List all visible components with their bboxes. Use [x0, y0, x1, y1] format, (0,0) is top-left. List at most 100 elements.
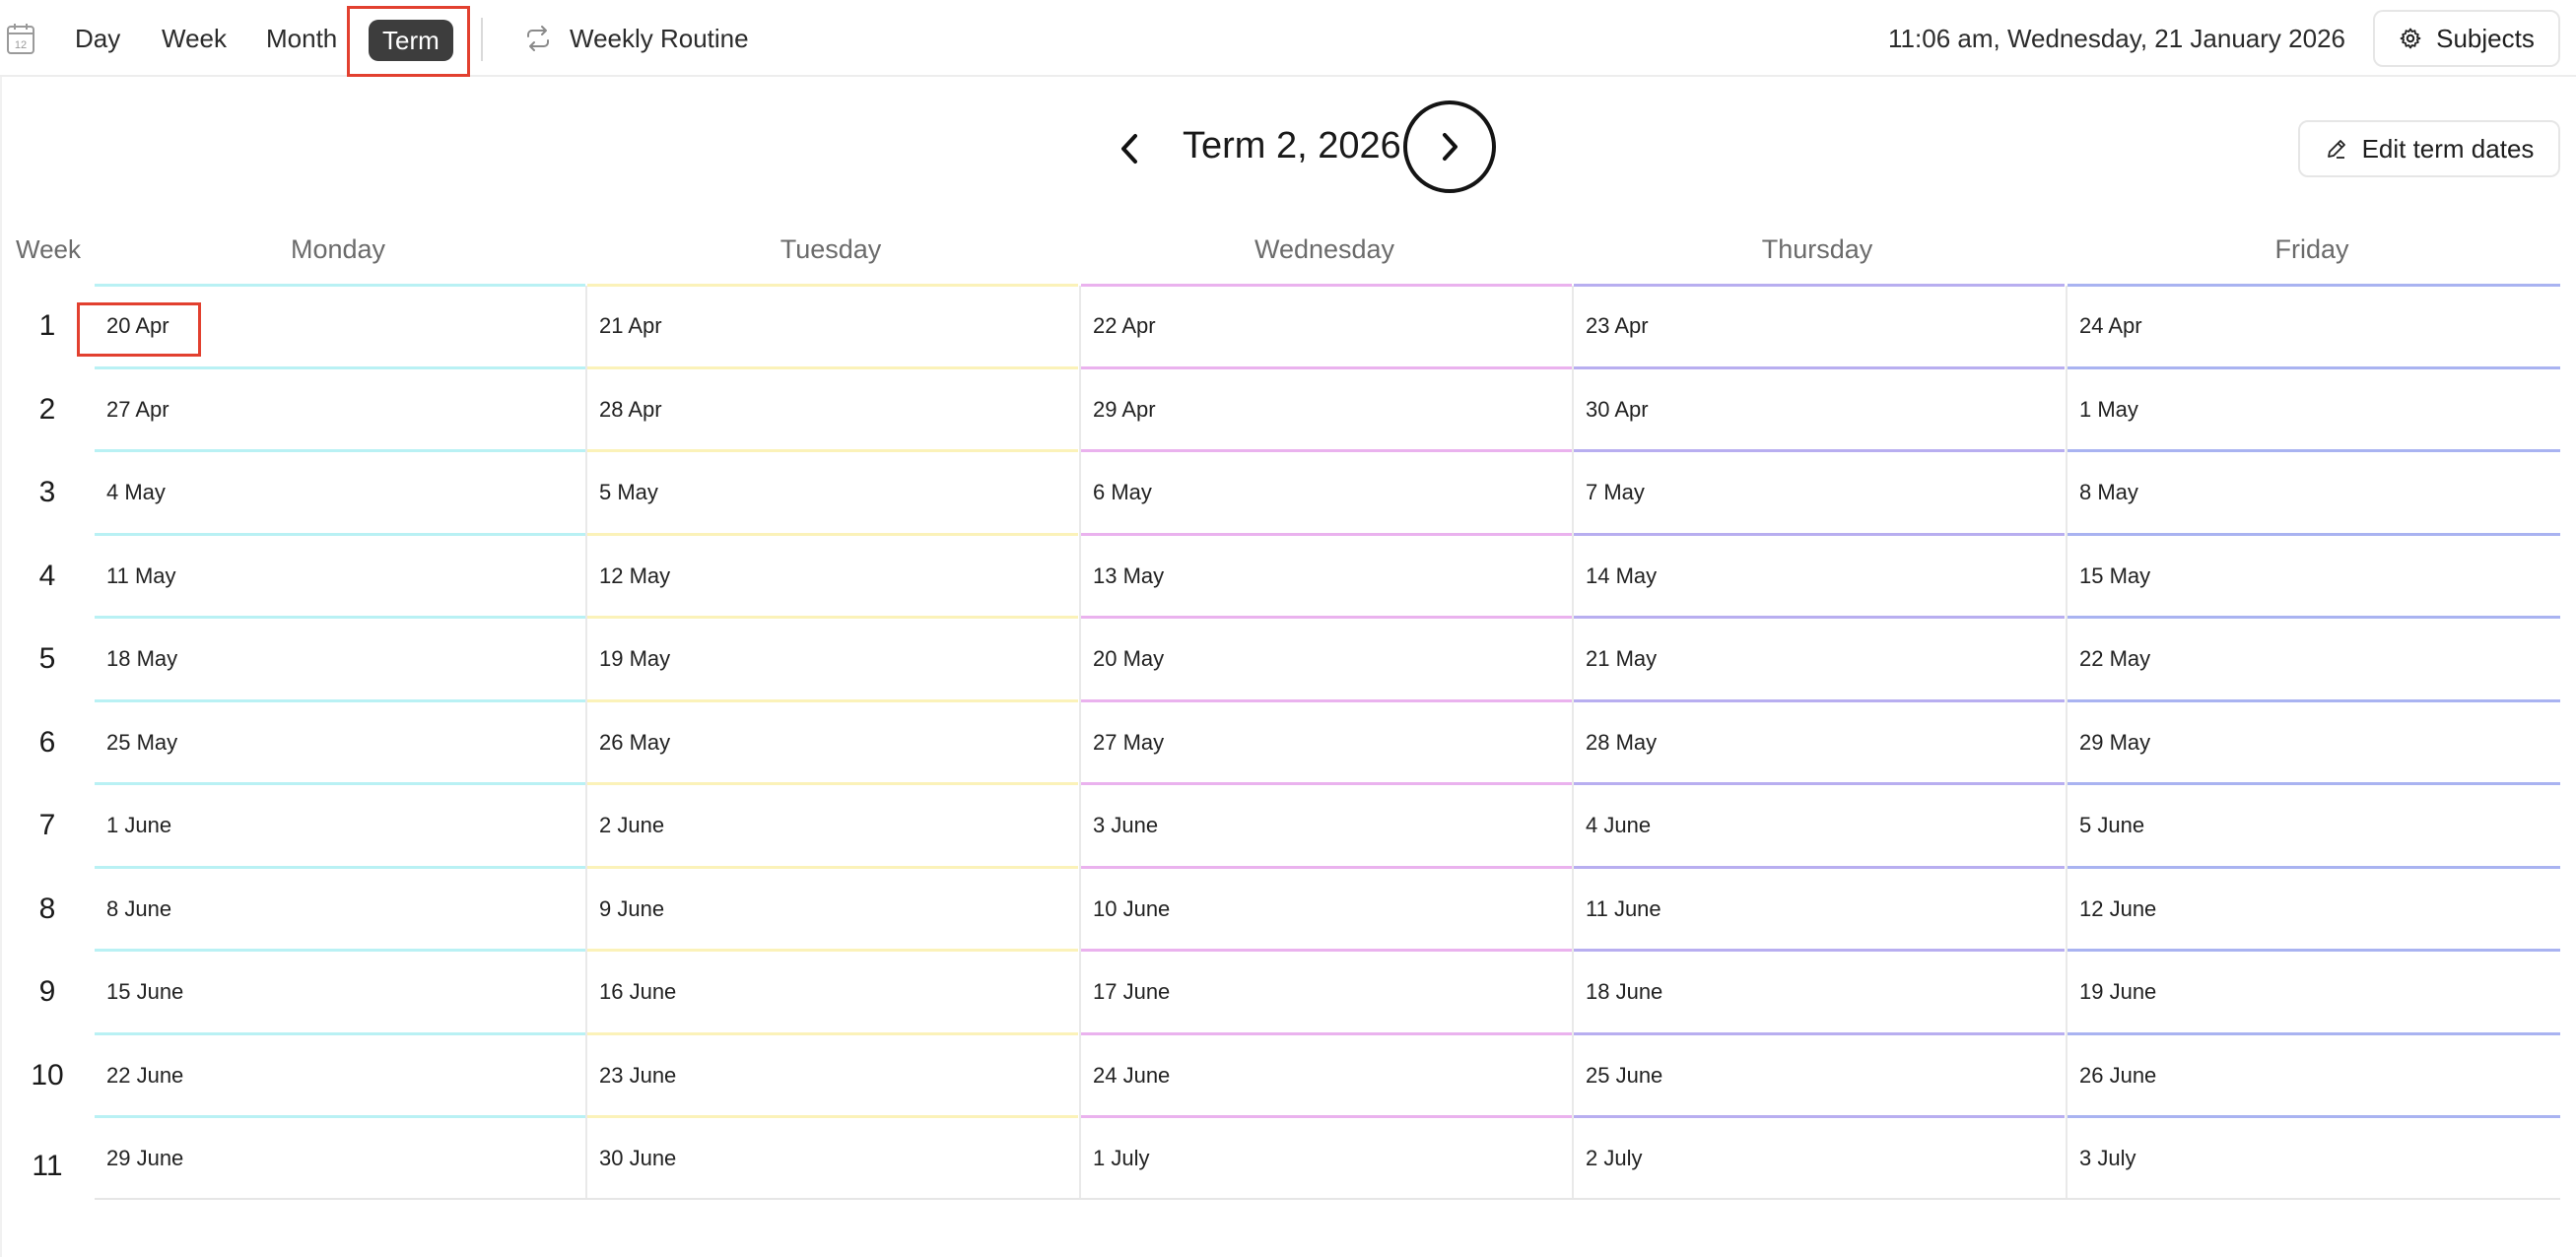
toolbar-divider	[481, 18, 483, 61]
day-cell[interactable]: 27 May	[1081, 702, 1572, 785]
day-cell-date: 26 May	[599, 729, 671, 755]
day-cell-date: 22 Apr	[1093, 313, 1156, 338]
day-cell-date: 25 June	[1586, 1062, 1663, 1088]
day-cell[interactable]: 26 June	[2068, 1035, 2560, 1118]
day-cell[interactable]: 4 May	[95, 452, 585, 536]
subjects-label: Subjects	[2436, 23, 2535, 53]
day-cell[interactable]: 21 Apr	[587, 286, 1078, 369]
day-cell[interactable]: 10 June	[1081, 869, 1572, 952]
edit-term-dates-label: Edit term dates	[2361, 133, 2535, 164]
day-cell-date: 4 June	[1586, 813, 1652, 837]
day-cell-date: 12 June	[2079, 895, 2157, 921]
tab-term[interactable]: Term	[369, 20, 453, 61]
day-cell-date: 3 June	[1093, 813, 1159, 837]
day-cell[interactable]: 7 May	[1574, 452, 2065, 536]
day-cell[interactable]: 11 June	[1574, 869, 2065, 952]
day-cell[interactable]: 25 May	[95, 702, 585, 785]
day-cell-date: 20 Apr	[106, 313, 169, 338]
next-term-button[interactable]	[1403, 100, 1496, 193]
day-cell[interactable]: 11 May	[95, 536, 585, 619]
day-cell[interactable]: 30 June	[587, 1118, 1078, 1202]
day-cell[interactable]: 12 May	[587, 536, 1078, 619]
day-cell[interactable]: 1 June	[95, 785, 585, 869]
day-cell[interactable]: 23 June	[587, 1035, 1078, 1118]
day-cell-date: 19 May	[599, 646, 671, 671]
subjects-button[interactable]: Subjects	[2373, 10, 2560, 67]
day-cell[interactable]: 25 June	[1574, 1035, 2065, 1118]
day-cell[interactable]: 19 May	[587, 619, 1078, 702]
day-cell[interactable]: 29 Apr	[1081, 369, 1572, 452]
week-number: 11	[32, 1150, 63, 1182]
day-cell[interactable]: 1 July	[1081, 1118, 1572, 1202]
day-cell[interactable]: 22 May	[2068, 619, 2560, 702]
previous-term-button[interactable]	[1110, 124, 1151, 173]
day-cell[interactable]: 8 June	[95, 869, 585, 952]
day-cell-date: 27 Apr	[106, 396, 169, 422]
calendar-icon[interactable]: 12	[6, 22, 35, 55]
day-cell[interactable]: 15 May	[2068, 536, 2560, 619]
day-header-wednesday: Wednesday	[1254, 234, 1395, 264]
day-cell[interactable]: 29 June	[95, 1118, 585, 1202]
week-number: 4	[38, 559, 56, 592]
day-cell-date: 29 May	[2079, 729, 2151, 755]
day-cell-date: 23 Apr	[1586, 313, 1649, 338]
week-number: 8	[38, 892, 56, 925]
day-cell[interactable]: 3 June	[1081, 785, 1572, 869]
day-cell[interactable]: 27 Apr	[95, 369, 585, 452]
day-cell[interactable]: 2 July	[1574, 1118, 2065, 1202]
day-top-border	[1081, 284, 1572, 287]
day-cell[interactable]: 1 May	[2068, 369, 2560, 452]
weekly-routine-button[interactable]: Weekly Routine	[524, 16, 749, 61]
day-cell[interactable]: 12 June	[2068, 869, 2560, 952]
day-cell-date: 19 June	[2079, 979, 2157, 1004]
week-number: 2	[38, 392, 56, 426]
day-cell[interactable]: 29 May	[2068, 702, 2560, 785]
day-cell-date: 27 May	[1093, 729, 1165, 755]
day-cell[interactable]: 30 Apr	[1574, 369, 2065, 452]
day-cell[interactable]: 5 May	[587, 452, 1078, 536]
day-cell[interactable]: 16 June	[587, 952, 1078, 1035]
day-cell[interactable]: 15 June	[95, 952, 585, 1035]
day-cell-date: 8 May	[2079, 480, 2138, 504]
day-cell-date: 2 July	[1586, 1146, 1643, 1170]
day-cell[interactable]: 20 May	[1081, 619, 1572, 702]
day-cell-date: 28 May	[1586, 729, 1658, 755]
day-cell[interactable]: 21 May	[1574, 619, 2065, 702]
day-cell-date: 5 May	[599, 480, 658, 504]
left-edge-line	[0, 77, 2, 1257]
day-cell[interactable]: 22 June	[95, 1035, 585, 1118]
day-cell-date: 15 May	[2079, 562, 2151, 588]
tab-week[interactable]: Week	[162, 24, 227, 53]
tab-day[interactable]: Day	[75, 24, 121, 53]
day-cell-date: 16 June	[599, 979, 677, 1004]
week-number: 5	[38, 642, 56, 675]
day-cell[interactable]: 28 May	[1574, 702, 2065, 785]
day-cell[interactable]: 17 June	[1081, 952, 1572, 1035]
day-cell[interactable]: 24 Apr	[2068, 286, 2560, 369]
day-cell[interactable]: 13 May	[1081, 536, 1572, 619]
day-cell[interactable]: 8 May	[2068, 452, 2560, 536]
day-cell[interactable]: 24 June	[1081, 1035, 1572, 1118]
day-cell-date: 11 May	[106, 562, 176, 588]
day-cell[interactable]: 5 June	[2068, 785, 2560, 869]
edit-term-dates-button[interactable]: Edit term dates	[2298, 120, 2560, 177]
day-cell-date: 24 Apr	[2079, 313, 2142, 338]
pencil-icon	[2327, 140, 2345, 159]
day-cell[interactable]: 23 Apr	[1574, 286, 2065, 369]
day-cell[interactable]: 6 May	[1081, 452, 1572, 536]
week-number: 7	[38, 809, 56, 841]
day-cell[interactable]: 20 Apr	[95, 286, 585, 369]
day-cell[interactable]: 18 May	[95, 619, 585, 702]
day-cell[interactable]: 14 May	[1574, 536, 2065, 619]
day-cell[interactable]: 26 May	[587, 702, 1078, 785]
day-cell[interactable]: 4 June	[1574, 785, 2065, 869]
day-cell[interactable]: 2 June	[587, 785, 1078, 869]
day-cell[interactable]: 9 June	[587, 869, 1078, 952]
grid-bottom-border	[95, 1198, 2560, 1200]
day-cell[interactable]: 28 Apr	[587, 369, 1078, 452]
tab-month[interactable]: Month	[266, 24, 338, 53]
day-cell[interactable]: 19 June	[2068, 952, 2560, 1035]
day-cell[interactable]: 18 June	[1574, 952, 2065, 1035]
day-cell[interactable]: 22 Apr	[1081, 286, 1572, 369]
day-cell[interactable]: 3 July	[2068, 1118, 2560, 1202]
